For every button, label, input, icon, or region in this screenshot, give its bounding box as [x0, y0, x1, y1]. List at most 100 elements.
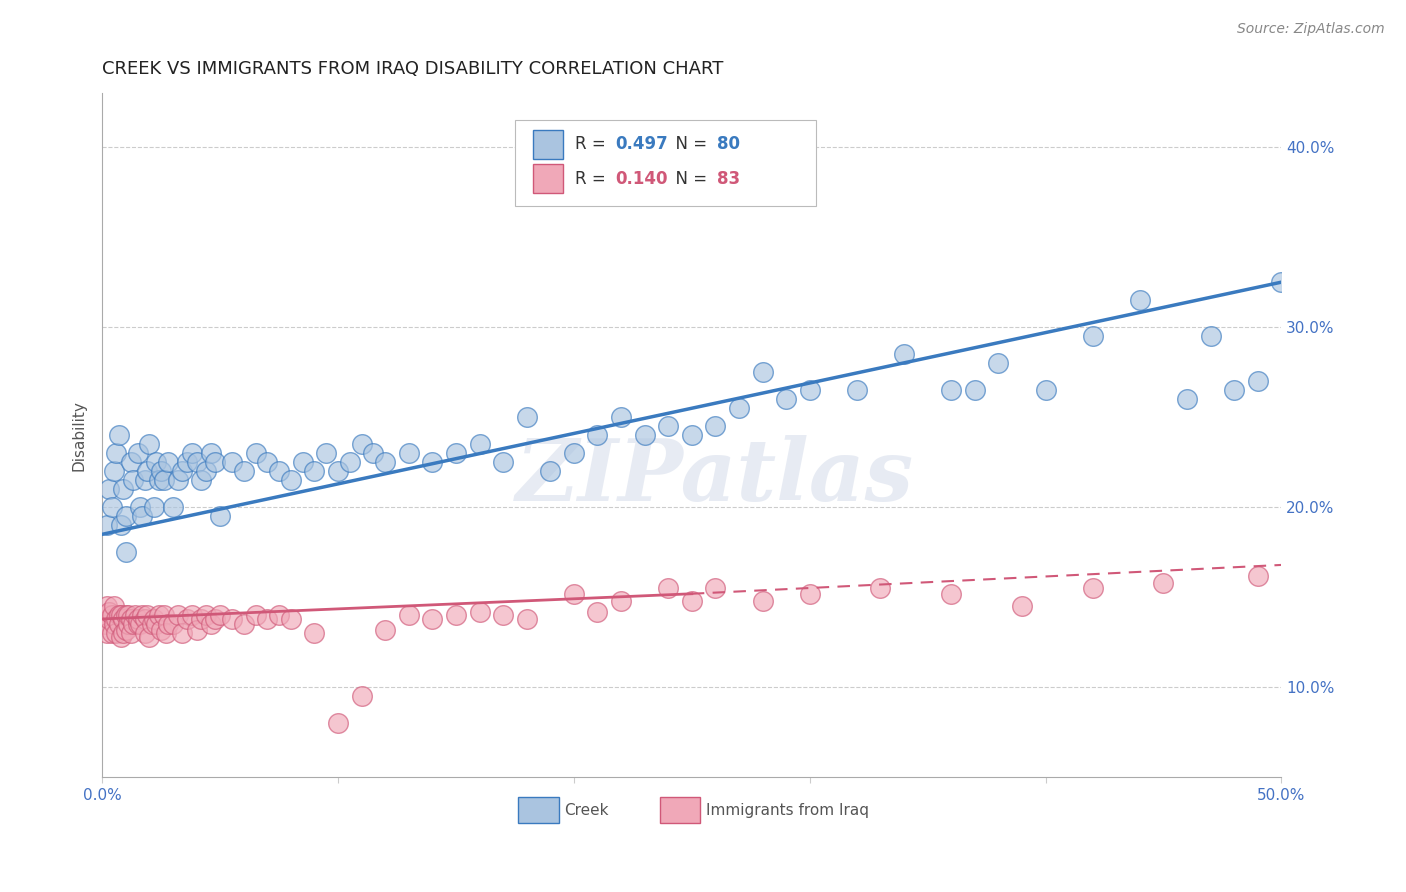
Point: [148, 608, 170, 623]
Point: [93, 617, 115, 632]
Point: [374, 623, 396, 637]
Point: [155, 626, 177, 640]
Point: [516, 612, 538, 626]
Point: [134, 626, 156, 640]
Point: [1247, 374, 1270, 388]
Point: [869, 582, 891, 596]
Point: [893, 347, 915, 361]
Point: [204, 612, 226, 626]
Point: [304, 464, 326, 478]
Point: [751, 365, 773, 379]
Point: [1011, 599, 1033, 614]
Point: [112, 483, 135, 497]
Point: [112, 626, 135, 640]
Point: [120, 626, 142, 640]
Point: [232, 464, 254, 478]
Point: [562, 587, 585, 601]
Point: [633, 428, 655, 442]
Point: [145, 455, 167, 469]
Point: [987, 356, 1010, 370]
Point: [122, 473, 145, 487]
Text: 83: 83: [717, 169, 740, 187]
Point: [117, 617, 139, 632]
Text: 0.140: 0.140: [616, 169, 668, 187]
Text: 0.497: 0.497: [616, 136, 668, 153]
Point: [127, 446, 149, 460]
Point: [704, 419, 727, 434]
Point: [166, 473, 188, 487]
Point: [107, 608, 129, 623]
Text: 80: 80: [717, 136, 740, 153]
Point: [751, 594, 773, 608]
Point: [186, 623, 208, 637]
Point: [110, 630, 132, 644]
Point: [105, 446, 128, 460]
Point: [775, 392, 797, 407]
Point: [162, 500, 184, 515]
Point: [114, 545, 136, 559]
Point: [100, 626, 122, 640]
Point: [195, 608, 218, 623]
Point: [127, 617, 149, 632]
Point: [657, 582, 679, 596]
Text: Immigrants from Iraq: Immigrants from Iraq: [706, 803, 869, 818]
Text: Source: ZipAtlas.com: Source: ZipAtlas.com: [1237, 22, 1385, 37]
Point: [374, 455, 396, 469]
Point: [157, 617, 180, 632]
Point: [103, 599, 125, 614]
Point: [136, 464, 159, 478]
Point: [304, 626, 326, 640]
Point: [176, 612, 198, 626]
Point: [256, 455, 278, 469]
Point: [221, 455, 243, 469]
Point: [114, 509, 136, 524]
Point: [93, 608, 115, 623]
Text: ZIPatlas: ZIPatlas: [516, 434, 914, 518]
Point: [492, 455, 515, 469]
Point: [100, 608, 122, 623]
Point: [162, 617, 184, 632]
Point: [398, 608, 420, 623]
Point: [129, 617, 152, 632]
Point: [586, 428, 609, 442]
Point: [209, 608, 232, 623]
Point: [209, 509, 232, 524]
Point: [96, 518, 118, 533]
Point: [492, 608, 515, 623]
Text: CREEK VS IMMIGRANTS FROM IRAQ DISABILITY CORRELATION CHART: CREEK VS IMMIGRANTS FROM IRAQ DISABILITY…: [103, 60, 724, 78]
Point: [152, 473, 174, 487]
Point: [172, 626, 194, 640]
Point: [1081, 582, 1104, 596]
FancyBboxPatch shape: [515, 120, 815, 206]
Point: [204, 455, 226, 469]
Point: [190, 473, 212, 487]
Point: [610, 410, 633, 425]
Point: [117, 608, 139, 623]
Point: [98, 483, 121, 497]
Point: [124, 608, 146, 623]
Point: [256, 612, 278, 626]
Point: [704, 582, 727, 596]
Point: [195, 464, 218, 478]
Point: [398, 446, 420, 460]
FancyBboxPatch shape: [533, 164, 564, 193]
Y-axis label: Disability: Disability: [72, 400, 86, 471]
Point: [1223, 383, 1246, 397]
Point: [180, 446, 202, 460]
Point: [131, 608, 153, 623]
Point: [150, 464, 173, 478]
Point: [1175, 392, 1198, 407]
Point: [444, 446, 467, 460]
Point: [315, 446, 337, 460]
Point: [143, 500, 166, 515]
Point: [245, 446, 267, 460]
Point: [326, 716, 349, 731]
Point: [114, 623, 136, 637]
Point: [799, 383, 821, 397]
Point: [267, 464, 290, 478]
Text: N =: N =: [665, 169, 711, 187]
Point: [799, 587, 821, 601]
Point: [131, 509, 153, 524]
Point: [326, 464, 349, 478]
Point: [98, 612, 121, 626]
